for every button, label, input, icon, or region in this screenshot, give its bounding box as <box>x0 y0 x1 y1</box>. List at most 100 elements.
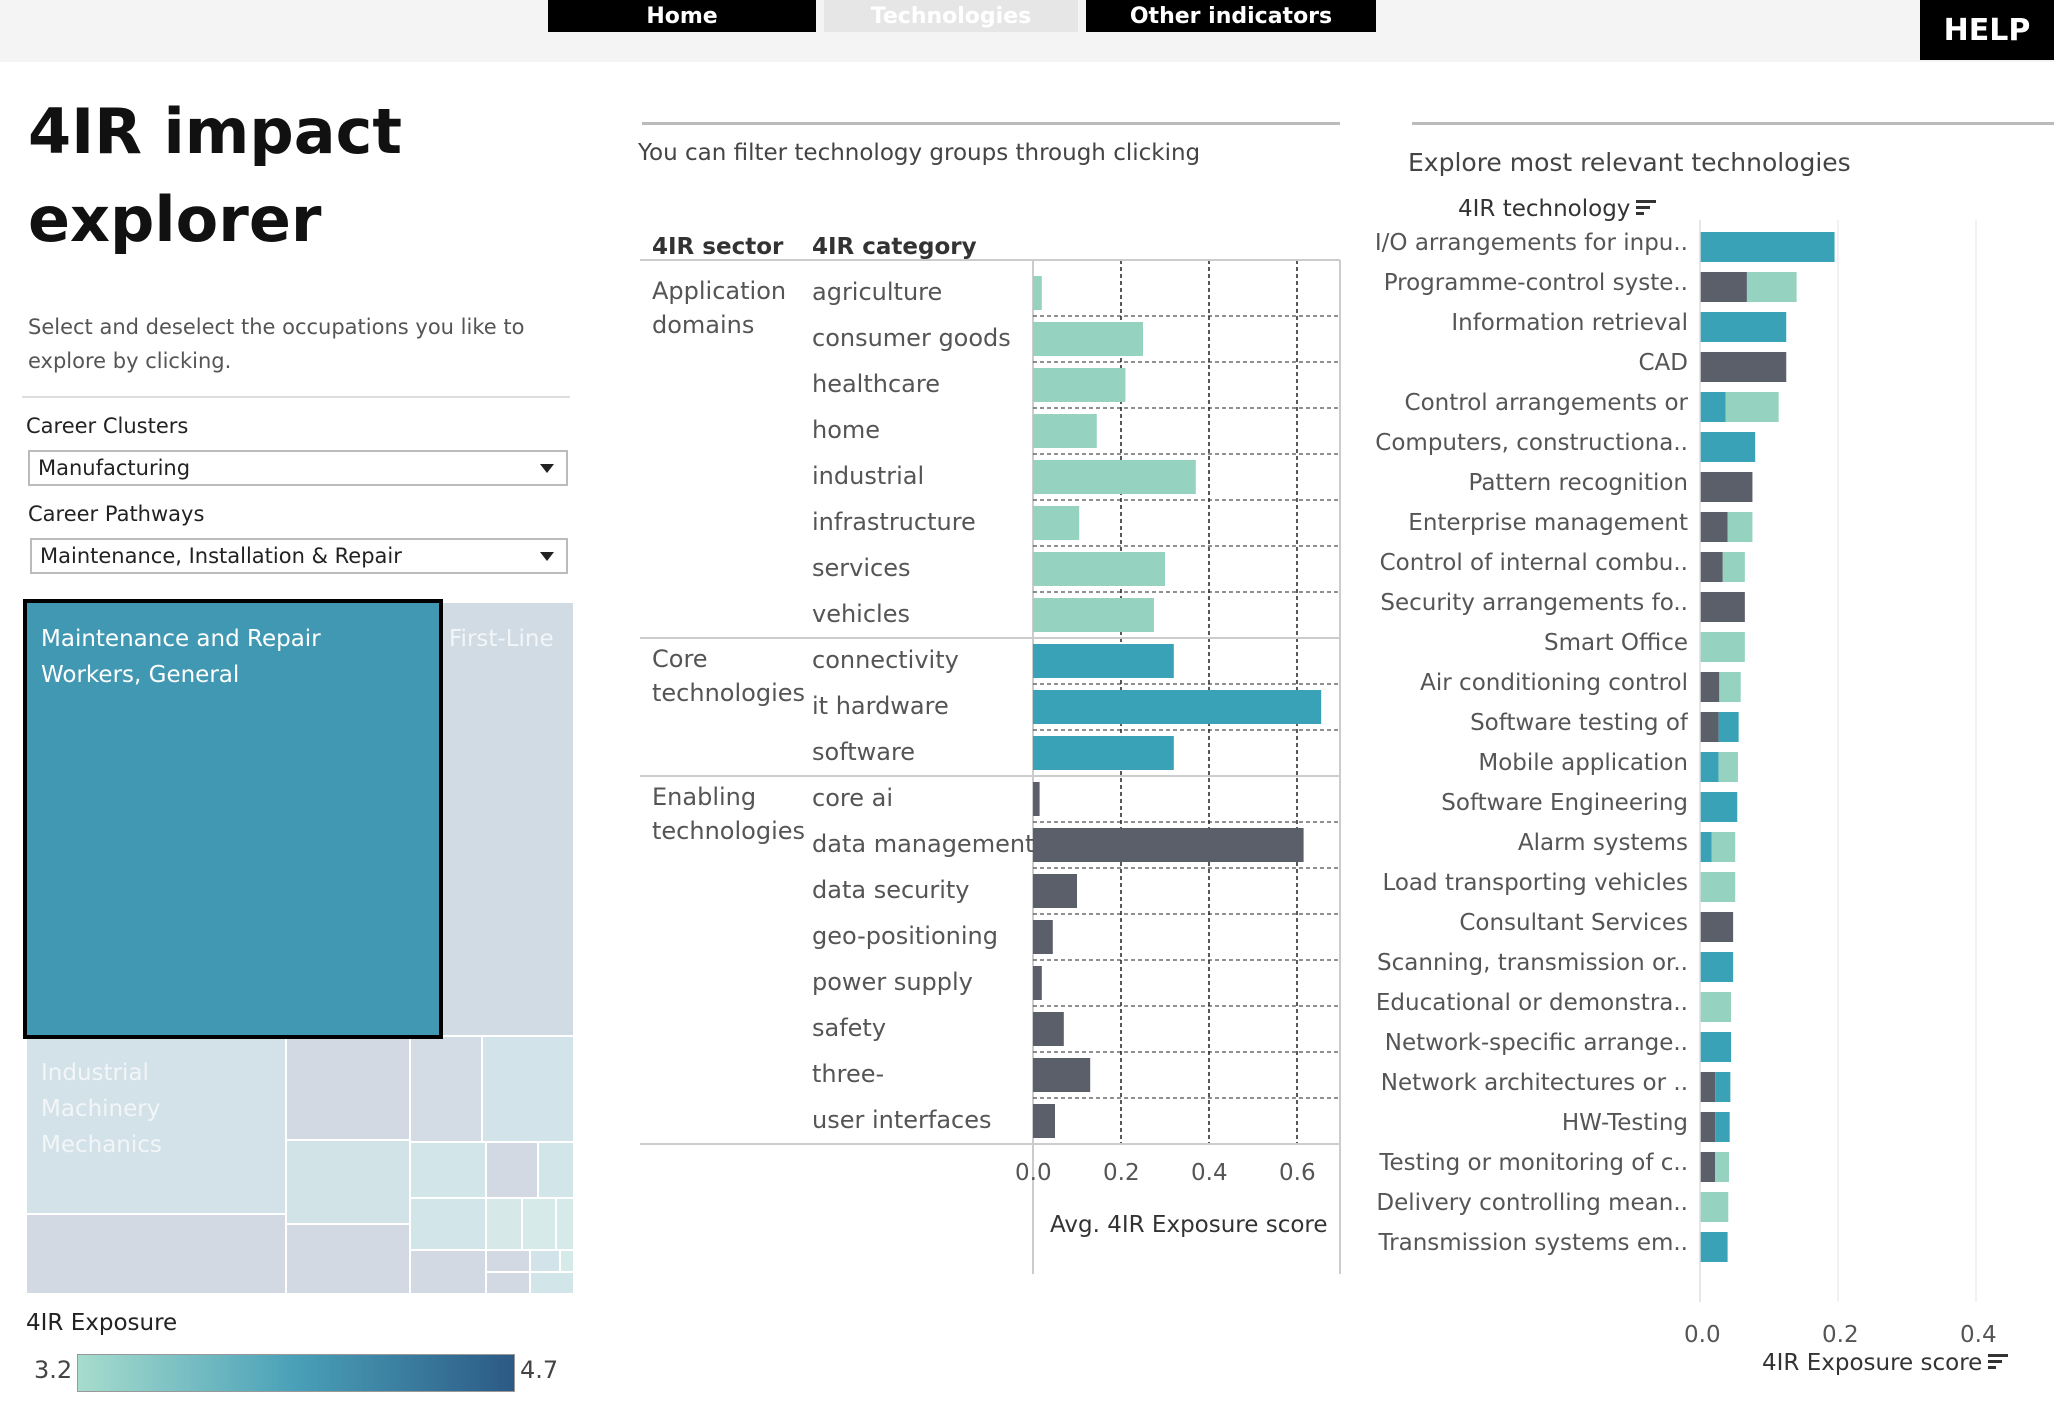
nav-home-button[interactable]: Home <box>548 0 816 32</box>
sort-icon[interactable] <box>1636 200 1656 216</box>
treemap-cell-maintenance-repair-selected[interactable]: Maintenance and Repair Workers, General <box>23 599 443 1039</box>
bar-segment-core[interactable] <box>1700 752 1719 782</box>
bar-segment-application[interactable] <box>1700 872 1736 902</box>
technology-label: Delivery controlling mean.. <box>1376 1190 1688 1216</box>
treemap-cell[interactable] <box>410 1198 486 1250</box>
bar-segment-enabling[interactable] <box>1700 352 1787 382</box>
treemap-cell-first-line[interactable]: First-Line <box>440 602 574 1036</box>
treemap-cell[interactable] <box>560 1250 574 1272</box>
bar-segment-enabling[interactable] <box>1700 672 1720 702</box>
bar-segment-core[interactable] <box>1700 1232 1728 1262</box>
treemap-cell[interactable] <box>410 1250 486 1294</box>
help-button[interactable]: HELP <box>1920 0 2054 60</box>
bar-segment-application[interactable] <box>1715 1152 1729 1182</box>
bar-connectivity[interactable] <box>1033 644 1174 678</box>
bar-segment-core[interactable] <box>1700 1032 1732 1062</box>
bar-segment-enabling[interactable] <box>1700 912 1734 942</box>
treemap-cell[interactable] <box>556 1198 574 1250</box>
nav-other-indicators-button[interactable]: Other indicators <box>1086 0 1376 32</box>
technology-column-header[interactable]: 4IR technology <box>1458 196 1631 222</box>
treemap-cell[interactable] <box>286 1036 410 1140</box>
bar-industrial[interactable] <box>1033 460 1196 494</box>
bar-segment-application[interactable] <box>1700 1192 1729 1222</box>
treemap-cell-industrial-machinery[interactable]: Industrial Machinery Mechanics <box>26 1036 286 1214</box>
bar-segment-enabling[interactable] <box>1700 272 1747 302</box>
category-label: healthcare <box>812 370 940 398</box>
bar-vehicles[interactable] <box>1033 598 1154 632</box>
bar-segment-enabling[interactable] <box>1700 512 1728 542</box>
bar-segment-core[interactable] <box>1715 1112 1730 1142</box>
nav-technologies-button[interactable]: Technologies <box>824 0 1078 32</box>
bar-healthcare[interactable] <box>1033 368 1126 402</box>
bar-data-security[interactable] <box>1033 874 1077 908</box>
treemap-cell[interactable] <box>26 1214 286 1294</box>
treemap-cell[interactable] <box>486 1272 530 1294</box>
career-pathways-select[interactable]: Maintenance, Installation & Repair <box>30 538 568 574</box>
treemap-cell[interactable] <box>522 1198 556 1250</box>
sort-icon[interactable] <box>1988 1354 2008 1370</box>
treemap-cell[interactable] <box>530 1272 574 1294</box>
bar-segment-core[interactable] <box>1700 392 1726 422</box>
bar-segment-core[interactable] <box>1715 1072 1731 1102</box>
right-top-divider <box>1412 122 2054 125</box>
bar-consumer-goods[interactable] <box>1033 322 1143 356</box>
bar-segment-enabling[interactable] <box>1700 1112 1716 1142</box>
bar-user-interfaces[interactable] <box>1033 1104 1055 1138</box>
bar-safety[interactable] <box>1033 1012 1064 1046</box>
bar-segment-application[interactable] <box>1746 272 1797 302</box>
bar-segment-application[interactable] <box>1719 672 1741 702</box>
treemap-cell[interactable] <box>410 1142 486 1198</box>
bar-segment-core[interactable] <box>1700 952 1734 982</box>
bar-agriculture[interactable] <box>1033 276 1042 310</box>
treemap-cell[interactable] <box>538 1142 574 1198</box>
bar-segment-enabling[interactable] <box>1700 712 1719 742</box>
treemap-cell[interactable] <box>286 1224 410 1294</box>
bar-segment-application[interactable] <box>1725 392 1779 422</box>
bar-segment-enabling[interactable] <box>1700 552 1723 582</box>
bar-software[interactable] <box>1033 736 1174 770</box>
bar-data-management[interactable] <box>1033 828 1304 862</box>
bar-segment-core[interactable] <box>1700 432 1756 462</box>
technology-label: Control of internal combu.. <box>1379 550 1688 576</box>
bar-segment-application[interactable] <box>1711 832 1736 862</box>
bar-core-ai[interactable] <box>1033 782 1040 816</box>
bar-segment-core[interactable] <box>1700 312 1787 342</box>
career-clusters-select[interactable]: Manufacturing <box>28 450 568 486</box>
bar-geo-positioning[interactable] <box>1033 920 1053 954</box>
bar-segment-application[interactable] <box>1727 512 1753 542</box>
category-label: data management <box>812 830 1035 858</box>
bar-segment-core[interactable] <box>1718 712 1739 742</box>
bar-segment-enabling[interactable] <box>1700 1072 1716 1102</box>
treemap-cell[interactable] <box>482 1036 574 1142</box>
bar-segment-application[interactable] <box>1700 632 1745 662</box>
treemap-cell[interactable] <box>410 1036 482 1142</box>
category-label: power supply <box>812 968 973 996</box>
bar-segment-application[interactable] <box>1722 552 1745 582</box>
treemap-cell[interactable] <box>486 1250 530 1272</box>
bar-segment-core[interactable] <box>1700 792 1738 822</box>
treemap-cell[interactable] <box>530 1250 560 1272</box>
category-label: geo-positioning <box>812 922 998 950</box>
x-tick-label: 0.0 <box>1015 1160 1052 1186</box>
technology-label: Enterprise management <box>1408 510 1688 536</box>
bar-home[interactable] <box>1033 414 1097 448</box>
bar-segment-enabling[interactable] <box>1700 1152 1716 1182</box>
right-panel-title: Explore most relevant technologies <box>1408 148 1851 177</box>
bar-segment-core[interactable] <box>1700 832 1712 862</box>
category-label: core ai <box>812 784 893 812</box>
bar-segment-enabling[interactable] <box>1700 592 1745 622</box>
bar-services[interactable] <box>1033 552 1165 586</box>
treemap-cell[interactable] <box>486 1142 538 1198</box>
bar-infrastructure[interactable] <box>1033 506 1080 540</box>
bar-three-[interactable] <box>1033 1058 1091 1092</box>
bar-it-hardware[interactable] <box>1033 690 1322 724</box>
treemap-cell[interactable] <box>286 1140 410 1224</box>
bar-segment-application[interactable] <box>1718 752 1738 782</box>
technology-chart: I/O arrangements for inpu.. Programme-con… <box>1330 220 2054 1348</box>
treemap-cell[interactable] <box>486 1198 522 1250</box>
bar-segment-core[interactable] <box>1700 232 1835 262</box>
bar-power-supply[interactable] <box>1033 966 1042 1000</box>
treemap-label-maintenance-repair: Maintenance and Repair Workers, General <box>41 626 321 688</box>
bar-segment-enabling[interactable] <box>1700 472 1753 502</box>
bar-segment-application[interactable] <box>1700 992 1732 1022</box>
